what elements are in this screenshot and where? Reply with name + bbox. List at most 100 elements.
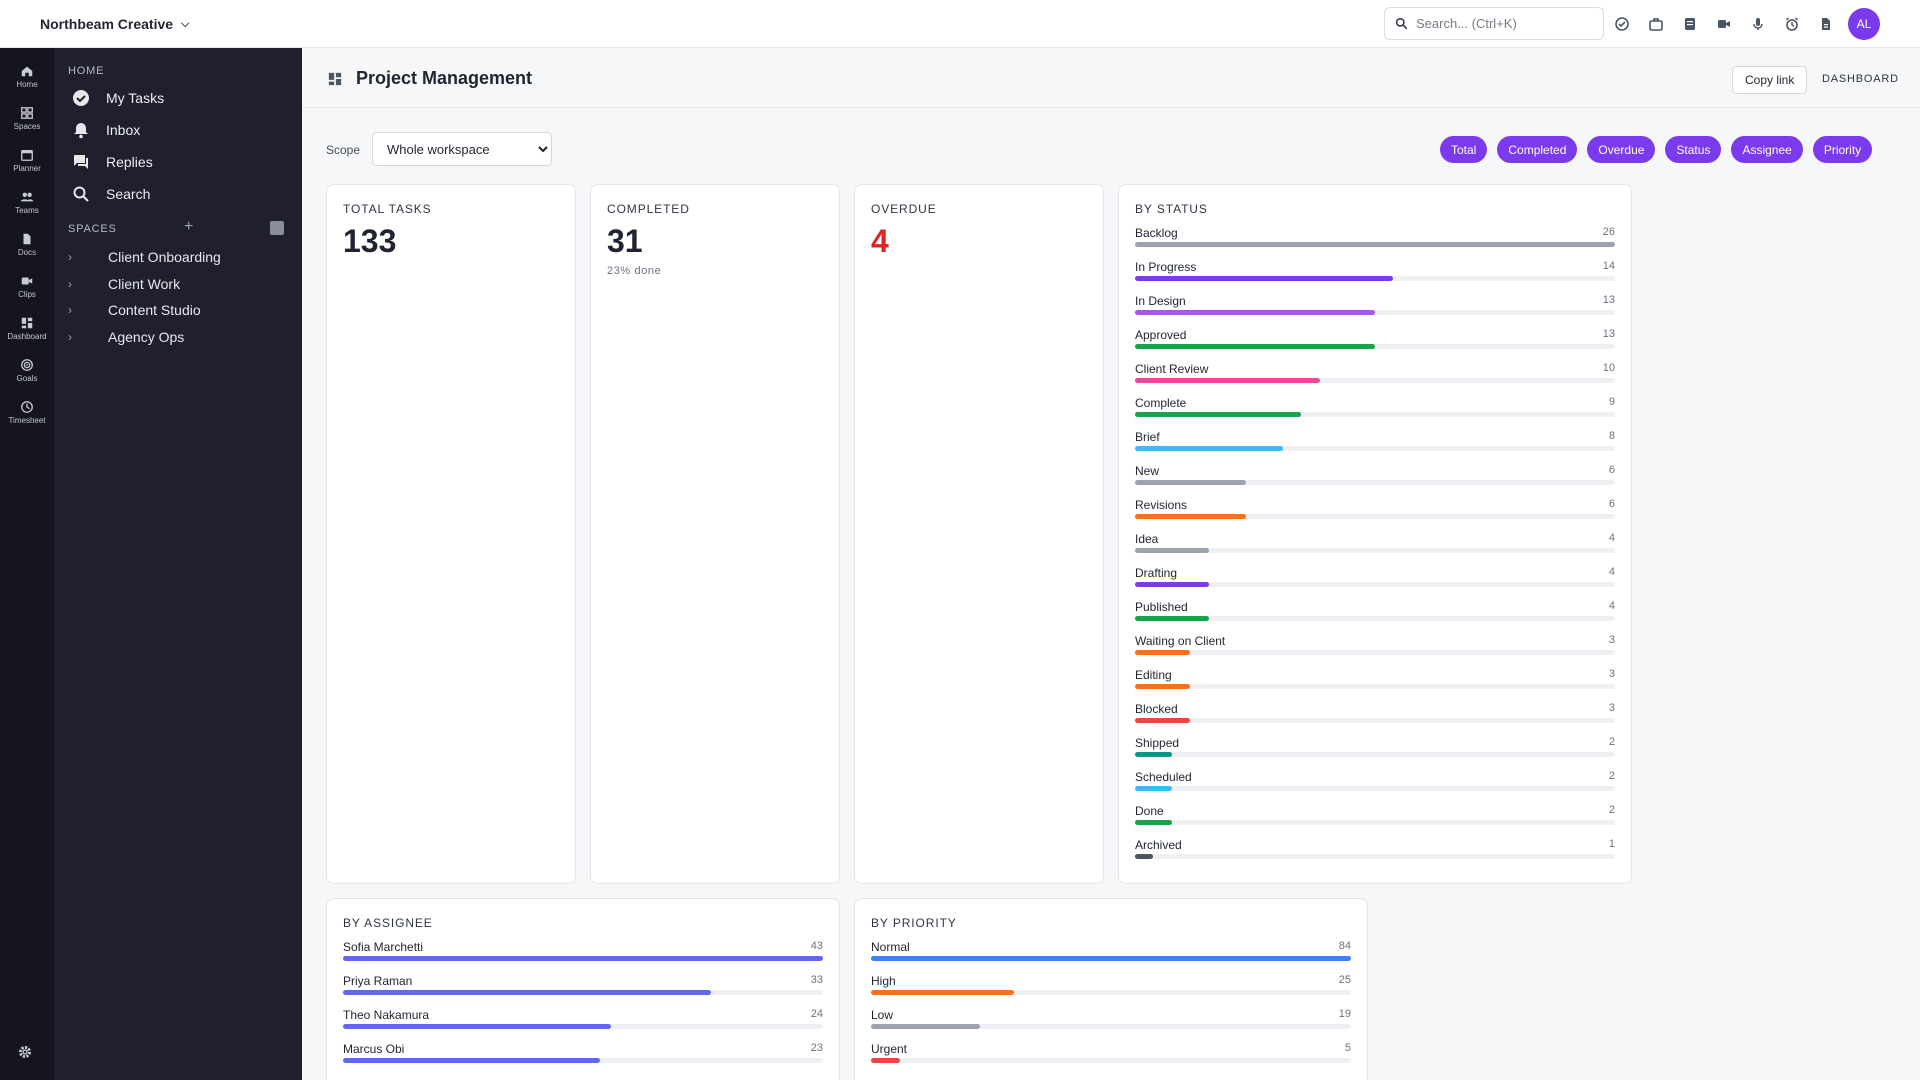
bar-label: Theo Nakamura <box>343 1008 430 1022</box>
search-icon <box>73 186 89 202</box>
sidebar-item-my-tasks[interactable]: My Tasks <box>66 84 290 112</box>
overdue-card: OVERDUE 4 <box>854 184 1104 884</box>
bar-label: Revisions <box>1135 498 1188 512</box>
space-item[interactable]: › Agency Ops <box>66 325 290 349</box>
dashboard-icon <box>328 72 342 86</box>
doc-icon <box>23 233 31 244</box>
bar-label: In Progress <box>1135 260 1197 274</box>
notepad-icon[interactable] <box>1680 14 1700 34</box>
bar-value: 3 <box>1608 702 1615 714</box>
workspace-switcher[interactable]: Northbeam Creative ⌵ <box>40 0 189 48</box>
rail-home[interactable]: Home <box>0 58 54 94</box>
total-tasks-value: 133 <box>343 223 397 259</box>
rail-spaces[interactable]: Spaces <box>0 100 54 136</box>
bar-value: 24 <box>810 1008 823 1020</box>
bar-row: Marcus Obi 23 <box>343 1042 823 1076</box>
bar-row: Client Review 10 <box>1135 362 1615 396</box>
bar-fill <box>871 956 1351 961</box>
avatar[interactable]: AL <box>1848 8 1880 40</box>
rail-label: Docs <box>17 247 37 257</box>
bar-row: Published 4 <box>1135 600 1615 634</box>
sidebar-item-search[interactable]: Search <box>66 180 290 208</box>
bar-label: New <box>1135 464 1160 478</box>
rail-teams[interactable]: Teams <box>0 184 54 220</box>
collapse-icon[interactable] <box>270 221 284 235</box>
bar-track <box>1135 378 1615 383</box>
bar-fill <box>343 956 823 961</box>
plus-icon[interactable]: + <box>184 218 194 235</box>
bar-label: Backlog <box>1135 226 1178 240</box>
bar-label: Scheduled <box>1135 770 1192 784</box>
document-icon[interactable] <box>1816 14 1836 34</box>
card-title: COMPLETED <box>607 202 690 216</box>
chat-icon <box>74 155 88 169</box>
bar-row: Normal 84 <box>871 940 1351 974</box>
card-title: BY ASSIGNEE <box>343 916 433 930</box>
page-header: Project Management Copy link DASHBOARD <box>302 48 1920 108</box>
check-circle-icon[interactable] <box>1612 14 1632 34</box>
by-priority-card: BY PRIORITY Normal 84 High 25 Low 19 Urgent 5 <box>854 898 1368 1080</box>
space-item[interactable]: › Client Onboarding <box>66 245 290 269</box>
bar-value: 26 <box>1602 226 1615 238</box>
video-icon[interactable] <box>1714 14 1734 34</box>
rail-goals[interactable]: Goals <box>0 352 54 388</box>
mic-icon[interactable] <box>1748 14 1768 34</box>
bar-value: 13 <box>1602 328 1615 340</box>
search-box[interactable] <box>1384 7 1604 40</box>
bar-value: 19 <box>1338 1008 1351 1020</box>
scope-select[interactable]: Whole workspace <box>372 132 552 166</box>
sidebar-item-replies[interactable]: Replies <box>66 148 290 176</box>
bar-label: Waiting on Client <box>1135 634 1226 648</box>
bar-value: 23 <box>810 1042 823 1054</box>
rail-docs[interactable]: Docs <box>0 226 54 262</box>
rail-planner[interactable]: Planner <box>0 142 54 178</box>
bar-fill <box>1135 752 1172 757</box>
pill-completed[interactable]: Completed <box>1497 136 1578 163</box>
bar-track <box>871 990 1351 995</box>
briefcase-icon[interactable] <box>1646 14 1666 34</box>
pill-overdue[interactable]: Overdue <box>1587 136 1656 163</box>
copy-link-button[interactable]: Copy link <box>1732 66 1808 94</box>
completed-percent: 23% done <box>607 265 662 277</box>
space-name: Content Studio <box>108 302 201 318</box>
pill-priority[interactable]: Priority <box>1812 136 1873 163</box>
bar-track <box>1135 242 1615 247</box>
bar-track <box>1135 446 1615 451</box>
bell-icon <box>74 123 88 139</box>
completed-value: 31 <box>607 223 643 259</box>
bar-row: Waiting on Client 3 <box>1135 634 1615 668</box>
search-input[interactable] <box>1416 16 1586 31</box>
sidebar-item-inbox[interactable]: Inbox <box>66 116 290 144</box>
bar-fill <box>871 1058 900 1063</box>
bar-label: Published <box>1135 600 1188 614</box>
page-title: Project Management <box>356 68 533 88</box>
bar-row: Idea 4 <box>1135 532 1615 566</box>
home-heading: HOME <box>68 65 105 77</box>
rail-label: Home <box>16 79 38 89</box>
bar-track <box>1135 718 1615 723</box>
rail-label: Planner <box>13 163 41 173</box>
bar-value: 2 <box>1608 770 1615 782</box>
rail-clips[interactable]: Clips <box>0 268 54 304</box>
bar-value: 4 <box>1608 566 1615 578</box>
bar-fill <box>1135 820 1172 825</box>
bar-fill <box>1135 718 1191 723</box>
bar-row: New 6 <box>1135 464 1615 498</box>
overdue-value: 4 <box>871 223 889 259</box>
pill-total[interactable]: Total <box>1440 136 1488 163</box>
bar-label: Normal <box>871 940 910 954</box>
alarm-icon[interactable] <box>1782 14 1802 34</box>
space-item[interactable]: › Content Studio <box>66 298 290 322</box>
sidebar-item-label: Inbox <box>106 122 141 138</box>
rail-dashboard[interactable]: Dashboard <box>0 310 54 346</box>
pill-assignee[interactable]: Assignee <box>1731 136 1803 163</box>
card-title: OVERDUE <box>871 202 937 216</box>
gear-icon[interactable] <box>17 1044 37 1064</box>
bar-track <box>871 956 1351 961</box>
bar-label: Drafting <box>1135 566 1178 580</box>
bar-value: 33 <box>810 974 823 986</box>
bar-track <box>1135 854 1615 859</box>
space-item[interactable]: › Client Work <box>66 272 290 296</box>
pill-status[interactable]: Status <box>1665 136 1722 163</box>
rail-timesheet[interactable]: Timesheet <box>0 394 54 430</box>
